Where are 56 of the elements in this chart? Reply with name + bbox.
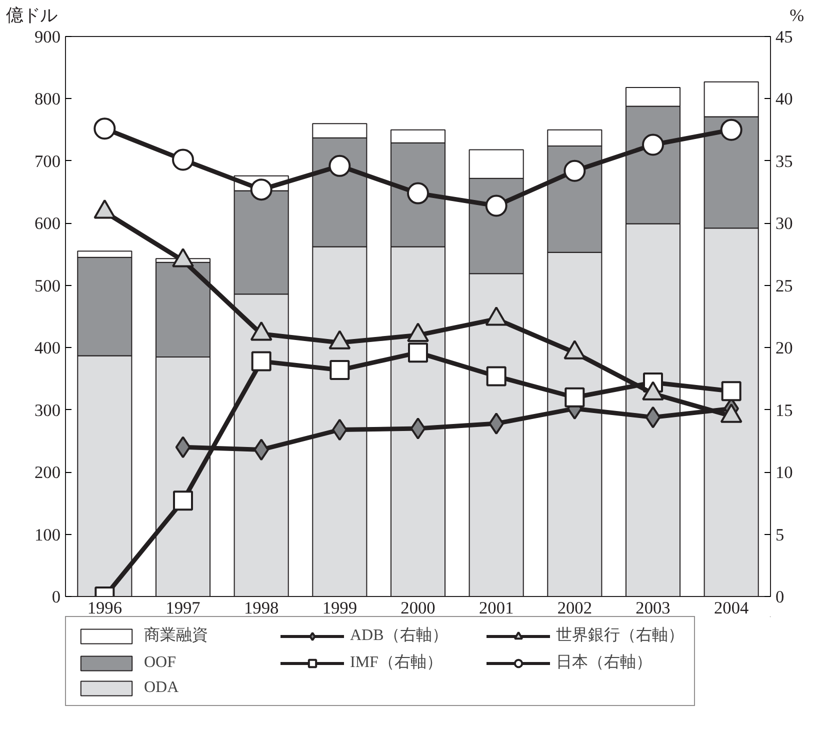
legend-label: ADB（右軸） (350, 626, 449, 646)
x-tick-label: 2001 (479, 598, 514, 618)
point (407, 182, 429, 204)
point (642, 134, 664, 156)
point (250, 178, 272, 201)
point (721, 381, 742, 402)
point (645, 406, 661, 428)
y-tick-label: 200 (34, 463, 61, 482)
point (408, 342, 428, 363)
y-axis-title: 億ドル (6, 5, 57, 27)
legend-label: 世界銀行（右軸） (556, 626, 685, 646)
point (328, 154, 351, 177)
point (172, 148, 194, 171)
y-tick-label: 900 (34, 28, 61, 46)
y2-tick-label: 35 (776, 152, 793, 171)
y2-tick-label: 10 (776, 463, 793, 482)
point (564, 160, 586, 182)
y2-tick-label: 30 (776, 214, 793, 234)
x-tick-label: 2004 (714, 598, 749, 618)
legend-label: OOF (144, 654, 178, 672)
y2-tick-label: 15 (776, 400, 793, 420)
y2-tick-label: 20 (776, 338, 793, 358)
x-tick-label: 2002 (557, 598, 592, 618)
legend-label: 商業融資 (144, 626, 209, 646)
point (330, 360, 350, 380)
y2-axis-title: % (790, 5, 804, 27)
x-tick-label: 1997 (166, 598, 201, 618)
point (410, 418, 426, 440)
point (251, 351, 272, 372)
y2-tick-label: 0 (776, 588, 784, 606)
y-tick-label: 400 (34, 338, 61, 358)
y-tick-label: 100 (34, 525, 61, 544)
x-tick-label: 1998 (244, 598, 279, 618)
y2-tick-label: 5 (776, 525, 784, 544)
point (564, 387, 585, 408)
y-tick-label: 0 (52, 588, 61, 606)
x-tick-label: 2000 (400, 598, 436, 618)
y-tick-label: 500 (34, 276, 61, 296)
y2-tick-label: 25 (776, 276, 793, 296)
legend-label: IMF（右軸） (350, 652, 444, 673)
y-tick-label: 800 (34, 90, 61, 109)
y2-tick-label: 40 (776, 90, 793, 109)
y-tick-label: 600 (34, 214, 61, 234)
y2-tick-label: 45 (776, 28, 793, 46)
point (173, 490, 193, 511)
point (175, 436, 191, 458)
point (720, 118, 742, 141)
y-tick-label: 300 (34, 400, 61, 420)
point (485, 194, 508, 217)
x-tick-label: 2003 (636, 598, 670, 618)
point (486, 366, 506, 386)
legend-label: ODA (144, 679, 180, 697)
y-tick-label: 700 (34, 152, 61, 171)
legend-label: 日本（右軸） (556, 652, 653, 673)
x-tick-label: 1996 (87, 598, 122, 618)
x-tick-label: 1999 (322, 598, 357, 618)
